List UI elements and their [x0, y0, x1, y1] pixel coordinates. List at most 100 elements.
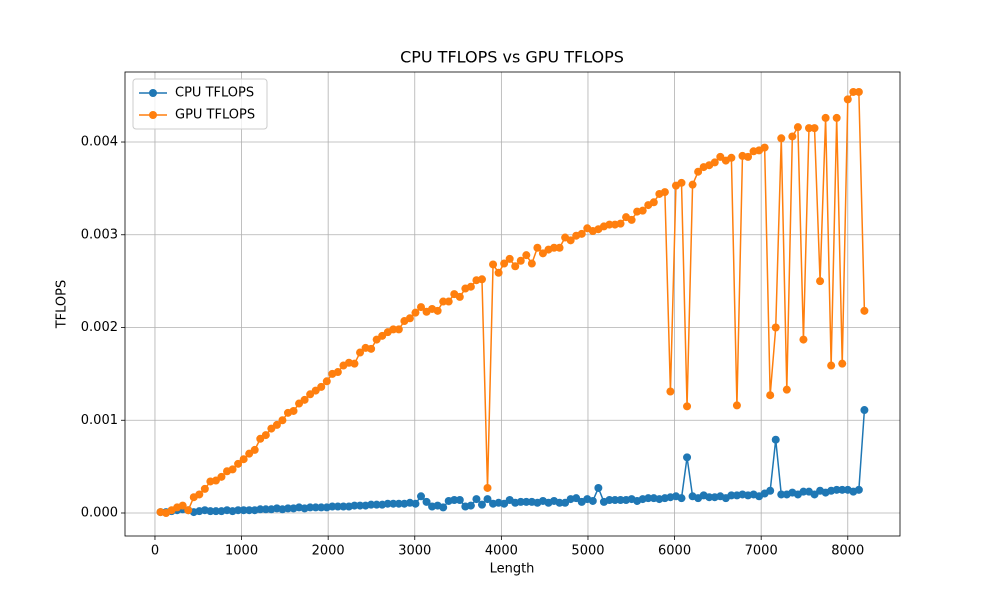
data-point	[261, 505, 270, 514]
data-point	[727, 153, 736, 162]
data-point	[211, 507, 220, 516]
y-tick-label: 0.004	[81, 135, 118, 150]
data-point	[239, 506, 248, 515]
data-point	[322, 377, 331, 386]
data-point	[766, 391, 775, 400]
data-point	[477, 275, 486, 284]
data-point	[793, 123, 802, 132]
data-point	[821, 113, 830, 122]
x-tick-label: 0	[151, 544, 159, 559]
data-point	[516, 256, 525, 265]
data-point	[300, 395, 309, 404]
x-tick-label: 2000	[312, 544, 345, 559]
x-tick-label: 8000	[831, 544, 864, 559]
data-point	[627, 215, 636, 224]
data-point	[417, 303, 426, 312]
data-point	[339, 502, 348, 511]
data-point	[666, 387, 675, 396]
data-point	[577, 229, 586, 238]
plot-frame	[124, 71, 901, 537]
data-point	[505, 254, 514, 263]
data-point	[799, 335, 808, 344]
data-point	[860, 406, 869, 415]
data-point	[810, 124, 819, 133]
data-point	[799, 487, 808, 496]
data-point	[816, 277, 825, 286]
data-point	[705, 493, 714, 502]
data-point	[422, 497, 431, 506]
data-point	[455, 292, 464, 301]
data-point	[250, 445, 259, 454]
data-point	[217, 472, 226, 481]
data-point	[472, 495, 481, 504]
data-point	[367, 500, 376, 509]
data-point	[605, 220, 614, 229]
data-point	[289, 406, 298, 415]
data-point	[854, 87, 863, 96]
data-point	[483, 495, 492, 504]
data-point	[710, 158, 719, 167]
data-point	[522, 251, 531, 260]
data-point	[417, 492, 426, 501]
data-point	[683, 402, 692, 411]
data-point	[477, 500, 486, 509]
data-point	[638, 206, 647, 215]
data-point	[283, 504, 292, 513]
data-point	[394, 325, 403, 334]
data-point	[272, 420, 281, 429]
x-tick-label: 7000	[745, 544, 778, 559]
data-point	[683, 453, 692, 462]
data-point	[677, 178, 686, 187]
legend-label: CPU TFLOPS	[175, 86, 254, 101]
data-point	[511, 262, 520, 271]
x-tick-label: 3000	[398, 544, 431, 559]
data-point	[411, 499, 420, 508]
data-point	[838, 485, 847, 494]
data-point	[389, 499, 398, 508]
data-point	[555, 498, 564, 507]
y-tick-label: 0.002	[81, 320, 118, 335]
data-point	[411, 308, 420, 317]
data-point	[439, 503, 448, 512]
data-point	[234, 506, 243, 515]
data-point	[450, 496, 459, 505]
x-axis-label: Length	[490, 562, 535, 577]
data-point	[500, 259, 509, 268]
data-point	[317, 382, 326, 391]
data-point	[838, 359, 847, 368]
data-point	[206, 507, 215, 516]
data-point	[483, 483, 492, 492]
data-point	[727, 491, 736, 500]
data-point	[771, 435, 780, 444]
data-point	[588, 496, 597, 505]
data-point	[389, 325, 398, 334]
data-point	[317, 503, 326, 512]
data-point	[455, 496, 464, 505]
data-point	[261, 431, 270, 440]
data-point	[333, 368, 342, 377]
data-point	[660, 188, 669, 197]
x-tick-label: 1000	[225, 544, 258, 559]
data-point	[782, 385, 791, 394]
data-point	[184, 506, 193, 515]
data-point	[234, 459, 243, 468]
data-point	[732, 401, 741, 410]
data-point	[356, 348, 365, 357]
data-point	[350, 359, 359, 368]
data-point	[494, 268, 503, 277]
data-point	[527, 259, 536, 268]
data-point	[256, 505, 265, 514]
data-point	[466, 282, 475, 291]
y-tick-label: 0.000	[81, 505, 118, 520]
data-point	[827, 361, 836, 370]
data-point	[239, 455, 248, 464]
x-tick-label: 6000	[658, 544, 691, 559]
data-point	[550, 243, 559, 252]
data-point	[677, 494, 686, 503]
y-tick-label: 0.001	[81, 413, 118, 428]
data-point	[522, 497, 531, 506]
data-point	[688, 180, 697, 189]
data-point	[766, 486, 775, 495]
data-point	[777, 490, 786, 499]
data-point	[533, 243, 542, 252]
